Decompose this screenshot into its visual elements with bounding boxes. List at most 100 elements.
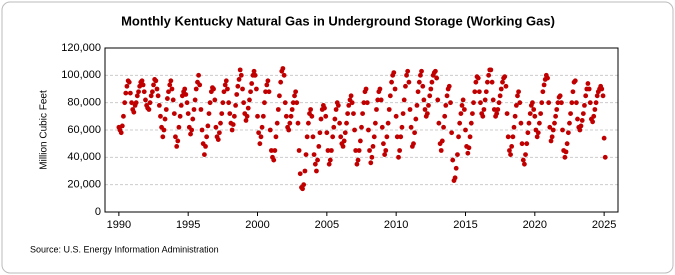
- x-tick-label: 1990: [107, 219, 131, 231]
- data-point: [123, 90, 129, 96]
- data-point: [578, 123, 584, 129]
- data-point: [354, 161, 360, 167]
- data-point: [483, 89, 489, 95]
- data-point: [286, 127, 292, 133]
- data-point: [233, 103, 239, 108]
- data-point: [218, 120, 223, 126]
- data-point: [515, 93, 520, 99]
- data-point: [223, 78, 229, 84]
- data-point: [247, 97, 252, 103]
- data-point: [458, 111, 464, 116]
- data-point: [188, 131, 193, 137]
- data-point: [407, 107, 413, 112]
- data-point: [241, 100, 247, 106]
- data-point: [143, 97, 148, 103]
- data-point: [318, 116, 324, 122]
- data-point: [154, 86, 160, 92]
- data-point: [170, 97, 176, 103]
- data-point: [488, 67, 494, 73]
- data-point: [198, 107, 204, 112]
- data-point: [124, 83, 130, 89]
- data-point: [470, 111, 475, 116]
- data-point: [382, 152, 388, 158]
- data-point: [427, 93, 433, 99]
- data-point: [268, 148, 274, 153]
- data-point: [237, 67, 243, 73]
- data-point: [513, 103, 519, 108]
- data-point: [459, 103, 465, 108]
- data-point: [140, 82, 146, 88]
- data-point: [191, 107, 197, 112]
- data-point: [413, 116, 419, 122]
- data-point: [254, 86, 259, 92]
- data-point: [446, 83, 452, 89]
- data-point: [136, 89, 141, 95]
- data-point: [273, 134, 279, 140]
- data-point: [134, 93, 140, 99]
- data-point: [266, 89, 272, 95]
- data-point: [357, 138, 363, 144]
- data-point: [505, 134, 511, 140]
- data-point: [294, 100, 300, 106]
- data-point: [435, 97, 441, 103]
- y-axis-label: Million Cubic Feet: [39, 90, 50, 170]
- data-point: [342, 130, 348, 136]
- data-point: [156, 103, 162, 108]
- data-point: [282, 100, 288, 106]
- data-point: [122, 100, 128, 106]
- data-point: [552, 120, 557, 126]
- data-point: [486, 72, 492, 78]
- data-point: [369, 154, 375, 160]
- data-point: [287, 120, 293, 126]
- data-point: [579, 118, 585, 123]
- data-point: [531, 107, 537, 112]
- data-point: [189, 127, 195, 133]
- data-point: [504, 111, 510, 116]
- data-point: [317, 130, 323, 136]
- x-tick-label: 2020: [523, 219, 547, 231]
- data-point: [594, 93, 600, 99]
- data-point: [277, 93, 282, 99]
- data-point: [426, 103, 431, 108]
- data-point: [265, 78, 271, 84]
- data-point: [171, 111, 177, 116]
- data-point: [206, 111, 212, 116]
- data-point: [164, 96, 170, 101]
- data-point: [234, 92, 240, 97]
- data-point: [173, 134, 178, 140]
- data-point: [323, 113, 329, 119]
- data-point: [275, 107, 281, 112]
- data-point: [495, 107, 501, 112]
- data-point: [478, 100, 483, 106]
- source-note: Source: U.S. Energy Information Administ…: [30, 244, 219, 254]
- data-point: [441, 124, 446, 130]
- data-point: [600, 93, 606, 99]
- data-point: [568, 111, 573, 116]
- data-point: [563, 149, 569, 155]
- data-point: [174, 144, 180, 149]
- data-point: [146, 107, 152, 112]
- data-point: [330, 134, 336, 140]
- data-point: [196, 72, 201, 78]
- x-tick-label: 2010: [384, 219, 408, 231]
- data-point: [549, 134, 555, 140]
- data-point: [461, 107, 467, 112]
- data-point: [327, 157, 333, 163]
- data-point: [396, 154, 401, 160]
- data-point: [162, 116, 168, 122]
- data-point: [508, 152, 513, 158]
- data-point: [215, 137, 221, 142]
- data-point: [443, 103, 449, 108]
- data-point: [329, 148, 334, 153]
- y-tick-label: 100,000: [61, 69, 101, 81]
- data-point: [415, 89, 421, 95]
- data-point: [471, 100, 476, 106]
- data-point: [494, 111, 500, 116]
- data-point: [182, 86, 188, 92]
- data-point: [509, 144, 515, 149]
- data-point: [155, 93, 161, 99]
- data-point: [394, 134, 400, 140]
- data-point: [420, 83, 426, 89]
- data-point: [300, 186, 305, 192]
- data-point: [315, 157, 320, 163]
